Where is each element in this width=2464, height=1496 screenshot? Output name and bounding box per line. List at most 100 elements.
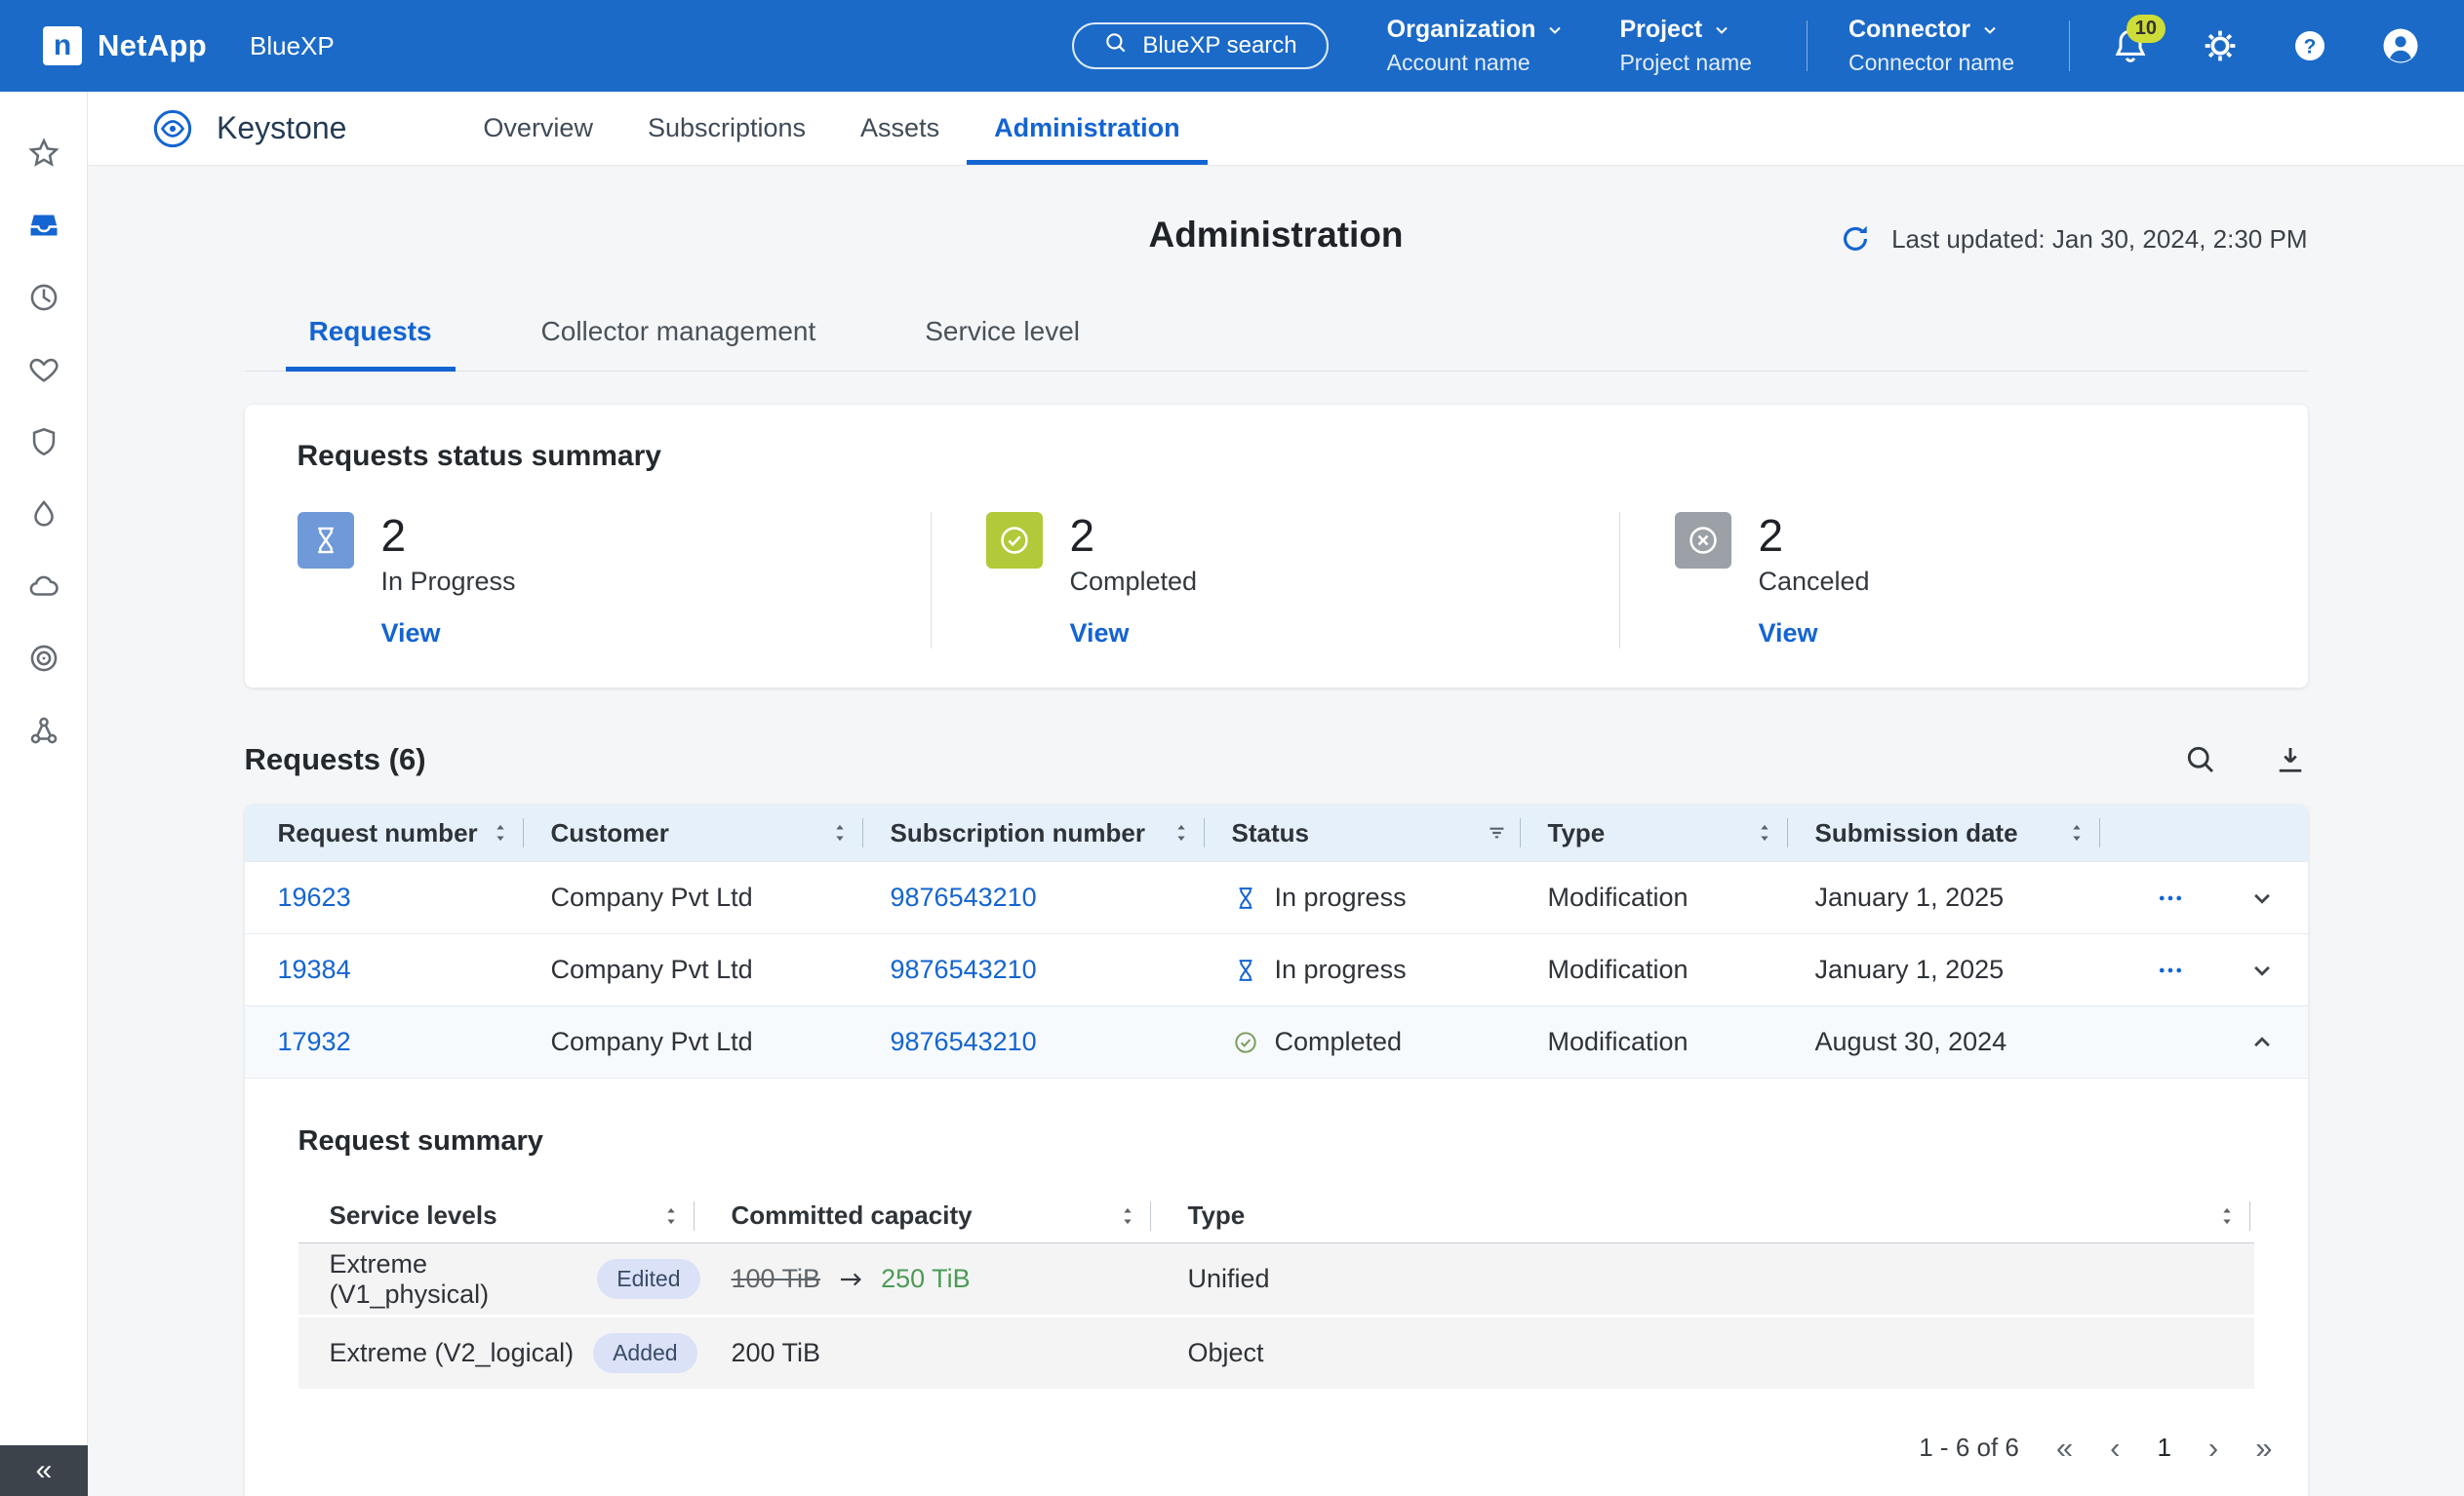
sidebar-collapse-button[interactable]: « <box>0 1445 88 1496</box>
column-header-request-number[interactable]: Request number <box>245 805 537 861</box>
column-divider <box>2248 1201 2250 1231</box>
expand-row-button[interactable] <box>2247 956 2277 985</box>
view-completed-link[interactable]: View <box>1069 618 1130 649</box>
stat-count: 2 <box>380 510 407 561</box>
sort-icon[interactable] <box>827 820 853 846</box>
account-button[interactable] <box>2380 25 2421 66</box>
tab-administration[interactable]: Administration <box>967 92 1208 165</box>
date-cell: January 1, 2025 <box>1814 883 2005 913</box>
sort-icon[interactable] <box>2214 1203 2240 1229</box>
chevron-up-icon <box>2253 1037 2270 1046</box>
table-row: 19384 Company Pvt Ltd 9876543210 In prog… <box>244 933 2308 1006</box>
column-header-customer[interactable]: Customer <box>537 805 877 861</box>
sidebar-item-governance[interactable] <box>0 622 88 694</box>
column-header-actions <box>2114 805 2308 861</box>
last-page-button[interactable]: » <box>2255 1431 2273 1466</box>
tab-assets[interactable]: Assets <box>860 113 940 142</box>
hourglass-icon <box>297 512 354 569</box>
gear-icon <box>2205 30 2236 61</box>
sort-icon[interactable] <box>1169 820 1194 846</box>
tab-subscriptions[interactable]: Subscriptions <box>647 113 807 142</box>
product-name: BlueXP <box>250 30 335 60</box>
sidebar-item-observability[interactable] <box>0 261 88 334</box>
netapp-brand: n NetApp <box>43 26 207 65</box>
previous-page-button[interactable]: ‹ <box>2110 1431 2121 1466</box>
page-number[interactable]: 1 <box>2157 1433 2171 1463</box>
sidebar-item-mobility[interactable] <box>0 478 88 550</box>
column-header-summary-type[interactable]: Type <box>1157 1189 2256 1242</box>
sidebar-item-favorites[interactable] <box>0 117 88 189</box>
pagination-range: 1 - 6 of 6 <box>1919 1433 2019 1463</box>
request-number-link[interactable]: 19623 <box>277 883 351 913</box>
stat-label: Completed <box>1069 567 1198 597</box>
column-header-subscription-number[interactable]: Subscription number <box>877 805 1218 861</box>
hourglass-status-icon <box>1239 959 1252 981</box>
bluexp-search-button[interactable]: BlueXP search <box>1072 22 1329 69</box>
column-header-status[interactable]: Status <box>1218 805 1534 861</box>
column-header-type[interactable]: Type <box>1534 805 1802 861</box>
sidebar-item-health[interactable] <box>0 334 88 406</box>
column-header-submission-date[interactable]: Submission date <box>1802 805 2114 861</box>
search-icon <box>2187 747 2213 773</box>
column-divider <box>1786 818 1788 848</box>
tab-overview[interactable]: Overview <box>483 113 593 142</box>
column-divider <box>861 818 863 848</box>
sidebar-item-cloud[interactable] <box>0 550 88 622</box>
search-label: BlueXP search <box>1142 32 1297 59</box>
service-header: Keystone Overview Subscriptions Assets A… <box>88 92 2464 166</box>
stat-label: Canceled <box>1758 567 1870 597</box>
brand-name: NetApp <box>98 28 208 62</box>
project-selector[interactable]: Project Project name <box>1619 16 1752 76</box>
view-in-progress-link[interactable]: View <box>380 618 441 649</box>
subscription-number-link[interactable]: 9876543210 <box>890 955 1037 985</box>
tab-requests[interactable]: Requests <box>285 316 456 372</box>
tab-collector-management[interactable]: Collector management <box>540 316 816 346</box>
next-page-button[interactable]: › <box>2207 1431 2219 1466</box>
summary-type-cell: Object <box>1187 1338 1264 1368</box>
table-search-button[interactable] <box>2183 742 2218 777</box>
notifications-button[interactable]: 10 <box>2111 15 2166 65</box>
sidebar-item-extensions[interactable] <box>0 694 88 767</box>
organization-label: Organization <box>1386 16 1536 43</box>
star-icon <box>27 138 60 167</box>
help-icon: ? <box>2295 31 2325 60</box>
sort-icon[interactable] <box>2064 820 2089 846</box>
settings-button[interactable] <box>2201 26 2240 65</box>
column-header-service-levels[interactable]: Service levels <box>298 1189 700 1242</box>
connector-value: Connector name <box>1848 50 2014 75</box>
arrow-right-icon <box>836 1265 865 1294</box>
nodes-icon <box>30 717 57 744</box>
table-download-button[interactable] <box>2273 742 2308 777</box>
download-icon <box>2279 748 2301 772</box>
sort-icon[interactable] <box>1115 1203 1140 1229</box>
collapse-row-button[interactable] <box>2247 1028 2277 1057</box>
left-sidebar: « <box>0 92 88 1496</box>
sidebar-item-storage[interactable] <box>0 189 88 261</box>
help-button[interactable]: ? <box>2290 26 2329 65</box>
sort-icon[interactable] <box>1752 820 1777 846</box>
stat-canceled: 2 Canceled View <box>1618 512 2308 650</box>
request-number-link[interactable]: 19384 <box>277 955 351 985</box>
tab-service-level[interactable]: Service level <box>925 316 1080 346</box>
sidebar-item-protection[interactable] <box>0 406 88 478</box>
expand-row-button[interactable] <box>2247 884 2277 913</box>
collapse-chevron-icon: « <box>35 1454 53 1486</box>
refresh-icon[interactable] <box>1837 220 1874 257</box>
check-circle-icon <box>985 512 1043 569</box>
view-canceled-link[interactable]: View <box>1758 618 1818 649</box>
status-text: In progress <box>1274 883 1407 913</box>
row-menu-button[interactable] <box>2156 956 2185 985</box>
request-number-link[interactable]: 17932 <box>277 1027 351 1057</box>
connector-selector[interactable]: Connector Connector name <box>1848 16 2014 76</box>
organization-selector[interactable]: Organization Account name <box>1387 16 1566 76</box>
sort-icon[interactable] <box>488 820 513 846</box>
filter-icon[interactable] <box>1485 820 1510 846</box>
subscription-number-link[interactable]: 9876543210 <box>890 883 1037 913</box>
column-header-committed-capacity[interactable]: Committed capacity <box>700 1189 1157 1242</box>
first-page-button[interactable]: « <box>2055 1431 2074 1466</box>
summary-title: Requests status summary <box>297 440 661 472</box>
row-menu-button[interactable] <box>2156 884 2185 913</box>
subscription-number-link[interactable]: 9876543210 <box>890 1027 1037 1057</box>
shield-icon <box>32 427 55 456</box>
sort-icon[interactable] <box>658 1203 684 1229</box>
